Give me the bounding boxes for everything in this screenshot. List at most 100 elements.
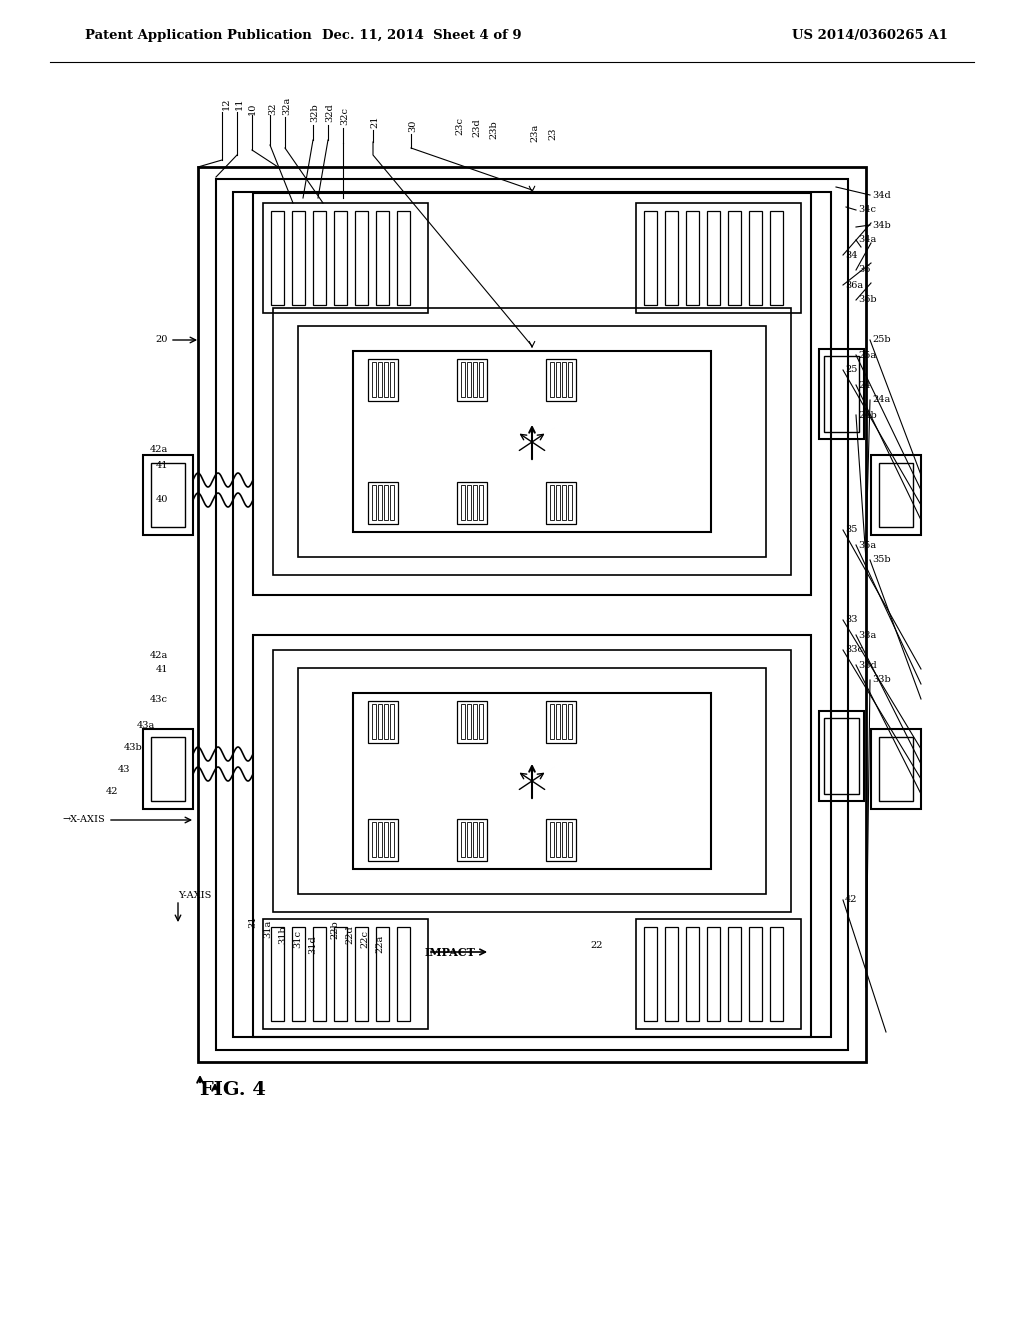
Bar — [271, 211, 284, 305]
Bar — [457, 482, 487, 524]
Bar — [644, 927, 657, 1020]
Bar — [384, 822, 388, 857]
Bar — [568, 822, 572, 857]
Bar — [728, 927, 741, 1020]
Bar — [253, 635, 811, 1038]
Text: 41: 41 — [156, 461, 168, 470]
Text: 25a: 25a — [858, 351, 877, 359]
Bar — [355, 927, 368, 1020]
Text: Dec. 11, 2014  Sheet 4 of 9: Dec. 11, 2014 Sheet 4 of 9 — [323, 29, 522, 41]
Text: 25b: 25b — [872, 335, 891, 345]
Bar — [568, 362, 572, 397]
Bar — [355, 211, 368, 305]
Text: 23c: 23c — [455, 117, 464, 135]
Text: 30: 30 — [408, 120, 417, 132]
Bar — [233, 191, 831, 1038]
Text: 32c: 32c — [340, 107, 349, 125]
Text: 22c: 22c — [360, 931, 369, 948]
Bar — [216, 180, 848, 1049]
Bar — [479, 484, 483, 520]
Bar — [749, 927, 762, 1020]
Text: 22a: 22a — [375, 935, 384, 953]
Text: 41: 41 — [156, 665, 168, 675]
Bar — [770, 927, 783, 1020]
Bar — [372, 484, 376, 520]
Bar — [556, 362, 560, 397]
Bar — [143, 729, 193, 809]
Bar — [546, 818, 575, 861]
Bar — [376, 211, 389, 305]
Bar — [397, 927, 410, 1020]
Text: →X-AXIS: →X-AXIS — [62, 816, 105, 825]
Bar — [665, 211, 678, 305]
Text: 32d: 32d — [325, 103, 334, 121]
Text: 24: 24 — [858, 380, 870, 389]
Text: 32a: 32a — [282, 96, 291, 115]
Text: 34: 34 — [845, 251, 857, 260]
Bar — [368, 818, 398, 861]
Bar — [665, 927, 678, 1020]
Text: 43b: 43b — [123, 743, 142, 752]
Bar — [143, 455, 193, 535]
Bar — [770, 211, 783, 305]
Text: 24b: 24b — [858, 411, 877, 420]
Text: 24a: 24a — [872, 396, 890, 404]
Bar — [390, 822, 394, 857]
Bar — [378, 362, 382, 397]
Bar — [384, 484, 388, 520]
Bar — [353, 351, 711, 532]
Bar — [368, 359, 398, 401]
Text: 34b: 34b — [872, 220, 891, 230]
Bar — [298, 668, 766, 894]
Text: 25: 25 — [845, 366, 857, 375]
Text: Y-AXIS: Y-AXIS — [178, 891, 211, 899]
Text: 21: 21 — [370, 116, 379, 128]
Bar — [546, 359, 575, 401]
Bar — [879, 737, 913, 801]
Text: IMPACT: IMPACT — [425, 946, 476, 957]
Bar — [473, 822, 477, 857]
Bar — [378, 484, 382, 520]
Bar — [728, 211, 741, 305]
Bar — [819, 348, 864, 440]
Bar — [292, 211, 305, 305]
Text: 10: 10 — [248, 103, 257, 115]
Bar — [550, 822, 554, 857]
Text: US 2014/0360265 A1: US 2014/0360265 A1 — [792, 29, 948, 41]
Bar — [467, 484, 471, 520]
Bar — [271, 927, 284, 1020]
Bar — [313, 927, 326, 1020]
Text: 36: 36 — [858, 265, 870, 275]
Bar — [479, 704, 483, 739]
Text: 43a: 43a — [137, 721, 155, 730]
Text: 42: 42 — [105, 788, 118, 796]
Text: 35a: 35a — [858, 540, 877, 549]
Bar — [372, 822, 376, 857]
Bar — [372, 704, 376, 739]
Bar — [636, 919, 801, 1030]
Bar — [313, 211, 326, 305]
Text: 31a: 31a — [263, 920, 272, 939]
Text: 33c: 33c — [845, 645, 863, 655]
Bar — [292, 927, 305, 1020]
Bar — [457, 701, 487, 743]
Bar — [479, 362, 483, 397]
Bar — [749, 211, 762, 305]
Bar — [556, 704, 560, 739]
Bar — [546, 482, 575, 524]
Text: 31: 31 — [248, 915, 257, 928]
Text: 42a: 42a — [150, 651, 168, 660]
Bar — [473, 362, 477, 397]
Bar — [686, 211, 699, 305]
Bar — [384, 704, 388, 739]
Text: 34c: 34c — [858, 206, 876, 214]
Bar — [298, 326, 766, 557]
Bar — [334, 211, 347, 305]
Bar — [556, 484, 560, 520]
Text: 33a: 33a — [858, 631, 877, 639]
Bar — [253, 193, 811, 595]
Bar — [467, 822, 471, 857]
Bar — [397, 211, 410, 305]
Text: 42: 42 — [845, 895, 857, 904]
Text: 31b: 31b — [278, 925, 287, 944]
